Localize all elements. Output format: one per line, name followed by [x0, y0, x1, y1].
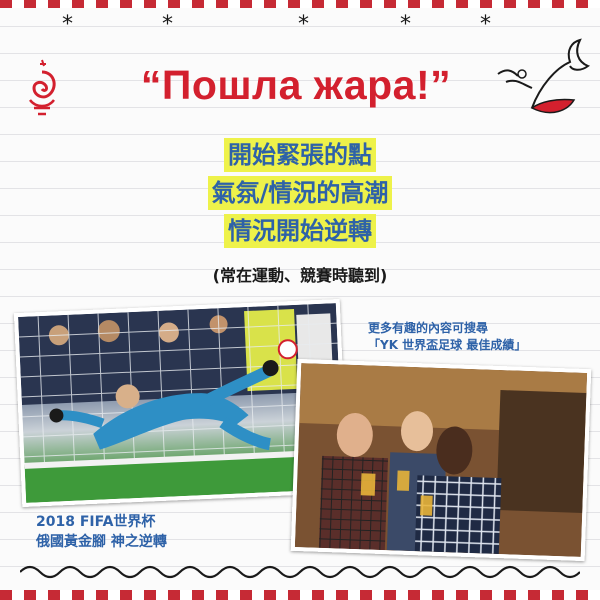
bottom-striped-border [0, 590, 600, 600]
page-title: “Пошла жара!” [140, 62, 452, 108]
wavy-line-decoration [20, 565, 580, 579]
star-icon: * [480, 12, 491, 37]
meaning-line: 開始緊張的點 [224, 138, 376, 172]
star-icon: * [162, 12, 173, 37]
meaning-line: 情況開始逆轉 [224, 214, 376, 248]
caption-line: 「YK 世界盃足球 最佳成績」 [368, 338, 527, 352]
caption-line: 2018 FIFA世界杯 [36, 514, 156, 530]
star-icon: * [298, 12, 309, 37]
caption-line: 俄國黃金腳 神之逆轉 [36, 534, 167, 550]
meaning-line: 氣氛/情況的高潮 [207, 176, 393, 210]
meaning-list: 開始緊張的點 氣氛/情況的高潮 情況開始逆轉 [0, 138, 600, 252]
star-icon: * [62, 12, 73, 37]
top-striped-border [0, 0, 600, 8]
fans-cheering-photo [290, 358, 592, 562]
fish-doodle-icon [497, 38, 591, 114]
star-icon: * [400, 12, 411, 37]
left-photo-caption: 2018 FIFA世界杯 俄國黃金腳 神之逆轉 [36, 512, 167, 552]
caption-line: 更多有趣的內容可搜尋 [368, 321, 489, 335]
right-photo-caption: 更多有趣的內容可搜尋 「YK 世界盃足球 最佳成績」 [368, 320, 588, 354]
spiral-doodle-icon [29, 59, 56, 116]
usage-note: (常在運動、競賽時聽到) [212, 266, 388, 285]
